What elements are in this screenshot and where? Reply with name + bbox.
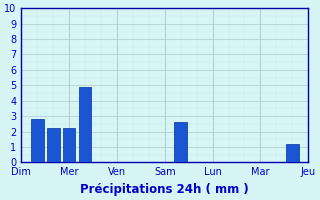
Bar <box>79 87 92 162</box>
Bar <box>174 122 187 162</box>
Bar <box>63 128 76 162</box>
Bar <box>286 144 299 162</box>
X-axis label: Précipitations 24h ( mm ): Précipitations 24h ( mm ) <box>80 183 249 196</box>
Bar <box>31 119 44 162</box>
Bar <box>47 128 60 162</box>
